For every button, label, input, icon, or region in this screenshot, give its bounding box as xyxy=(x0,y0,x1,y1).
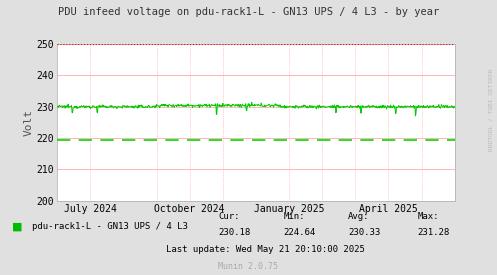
Text: Max:: Max: xyxy=(417,212,439,221)
Text: RRDTOOL / TOBI OETIKER: RRDTOOL / TOBI OETIKER xyxy=(489,69,494,151)
Text: 230.33: 230.33 xyxy=(348,228,380,237)
Text: 230.18: 230.18 xyxy=(219,228,251,237)
Y-axis label: Volt: Volt xyxy=(24,109,34,136)
Text: PDU infeed voltage on pdu-rack1-L - GN13 UPS / 4 L3 - by year: PDU infeed voltage on pdu-rack1-L - GN13… xyxy=(58,7,439,17)
Text: 231.28: 231.28 xyxy=(417,228,450,237)
Text: Avg:: Avg: xyxy=(348,212,369,221)
Text: ■: ■ xyxy=(12,222,23,232)
Text: Last update: Wed May 21 20:10:00 2025: Last update: Wed May 21 20:10:00 2025 xyxy=(166,245,365,254)
Text: Min:: Min: xyxy=(283,212,305,221)
Text: pdu-rack1-L - GN13 UPS / 4 L3: pdu-rack1-L - GN13 UPS / 4 L3 xyxy=(32,222,188,231)
Text: 224.64: 224.64 xyxy=(283,228,316,237)
Text: Cur:: Cur: xyxy=(219,212,240,221)
Text: Munin 2.0.75: Munin 2.0.75 xyxy=(219,262,278,271)
